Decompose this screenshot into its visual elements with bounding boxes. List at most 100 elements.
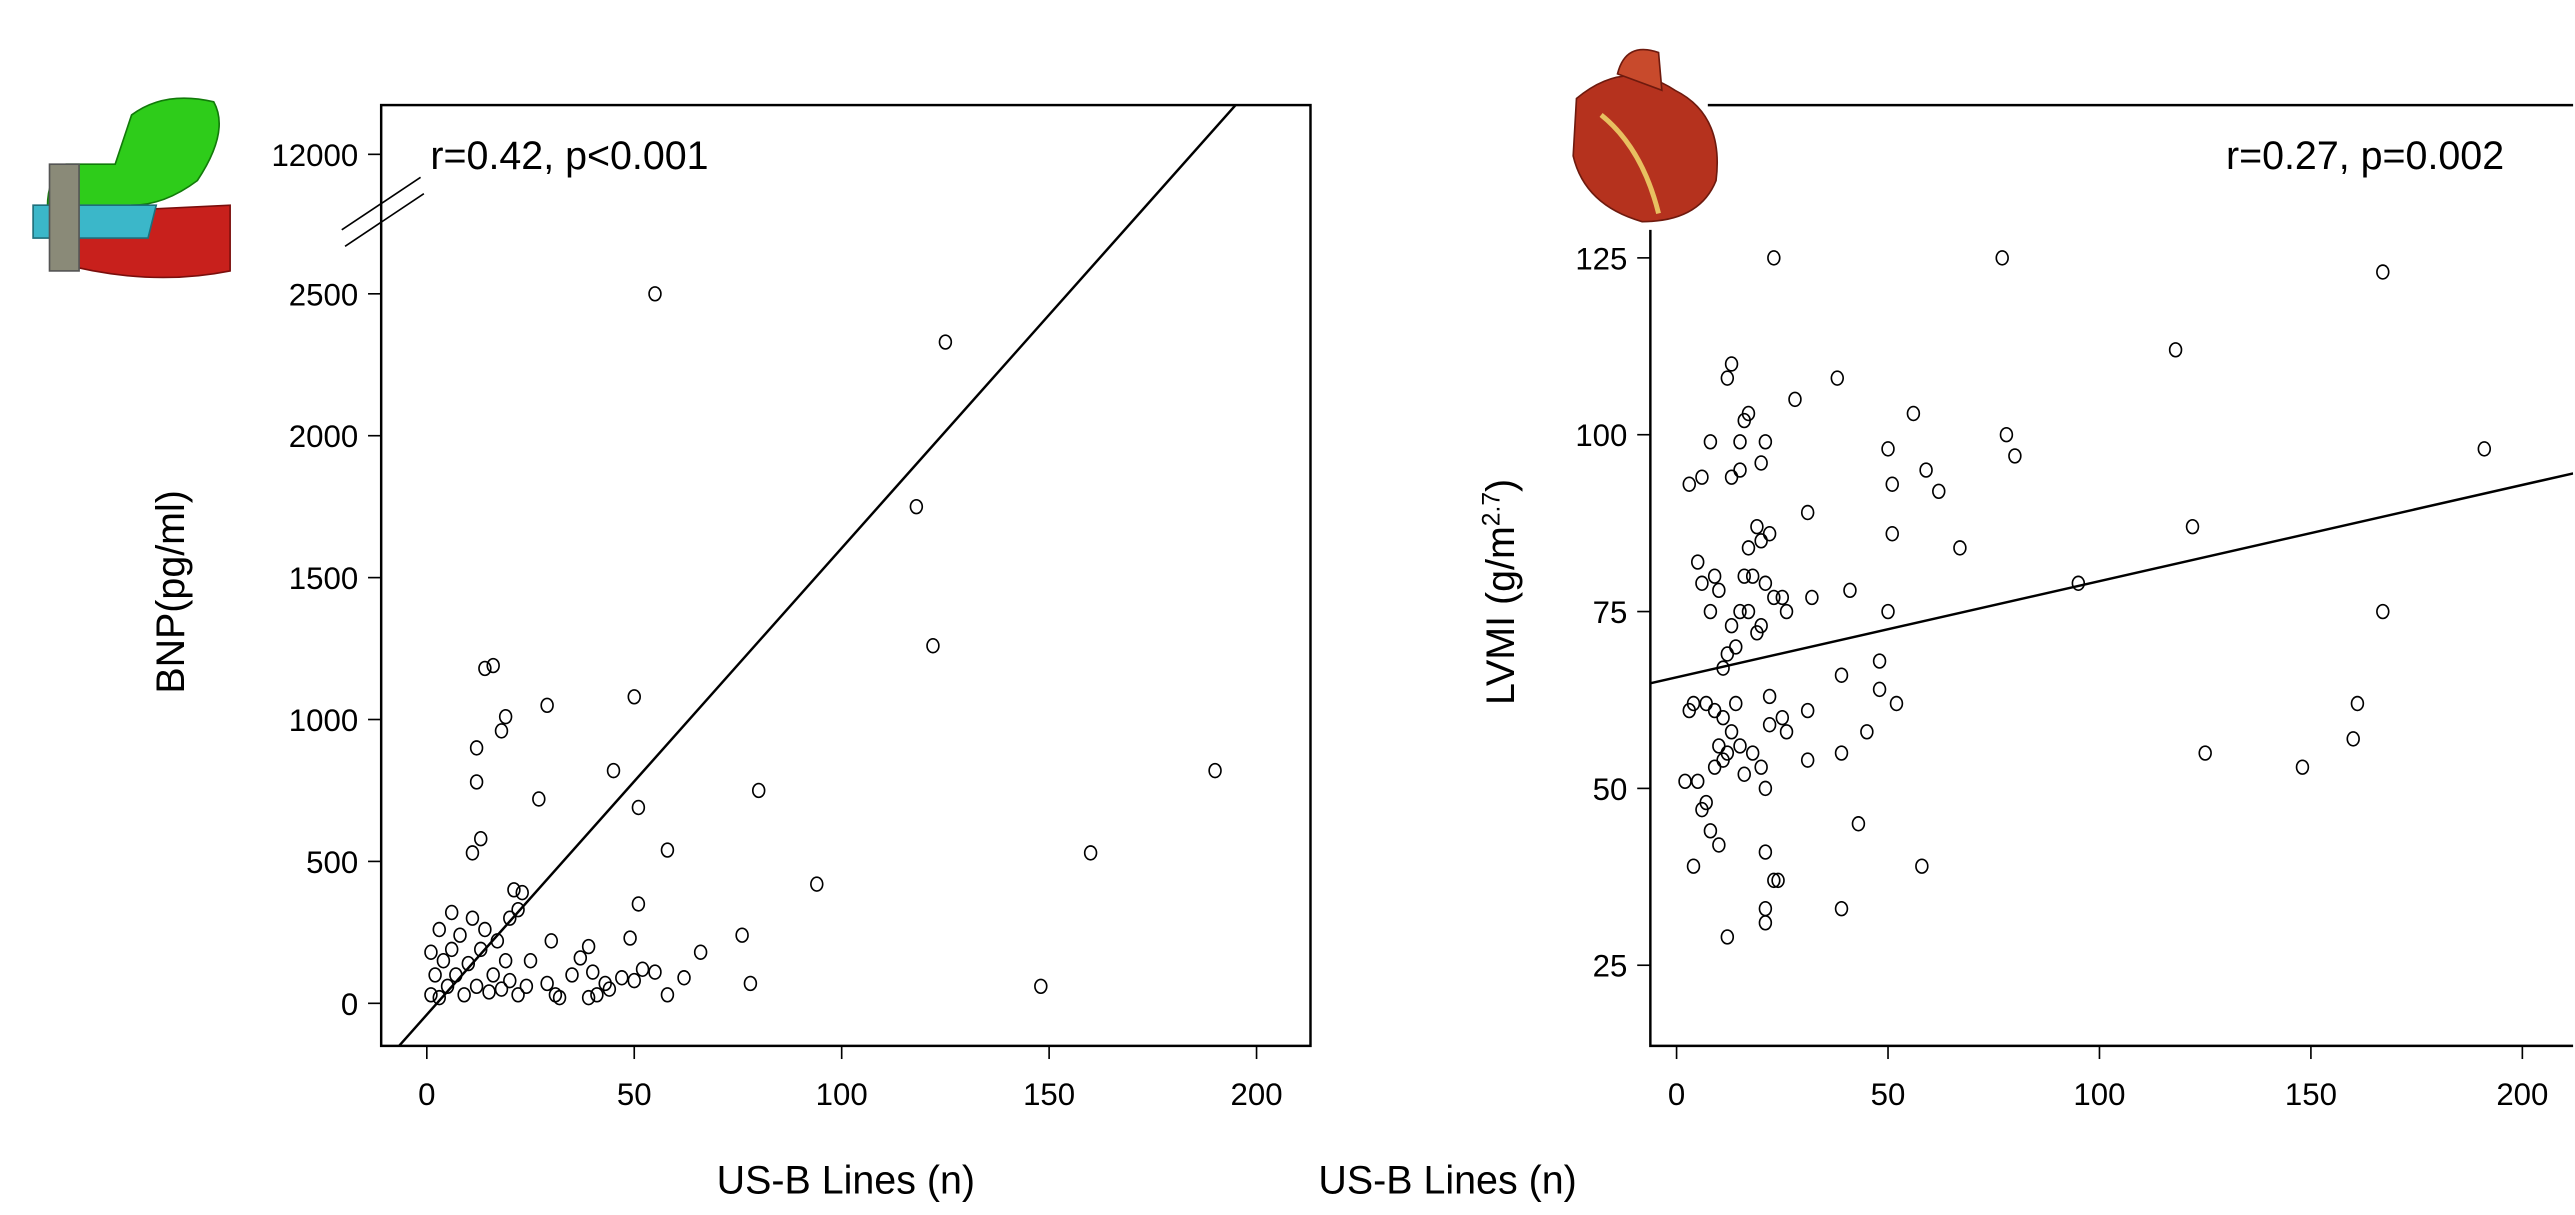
point	[1830, 370, 1845, 386]
point	[1775, 589, 1790, 606]
y-tick-label: 100	[1575, 418, 1627, 453]
point	[1737, 568, 1751, 584]
point	[1885, 476, 1899, 492]
point	[1771, 872, 1785, 889]
point	[565, 967, 579, 983]
point	[511, 987, 525, 1003]
point	[478, 921, 492, 938]
point	[1720, 745, 1735, 761]
point	[590, 987, 604, 1003]
x-tick-label: 0	[1668, 1077, 1685, 1112]
y-axis-label: LVMI (g/m2.7)	[1478, 479, 1523, 705]
point	[2295, 759, 2310, 775]
point	[1843, 582, 1857, 599]
point	[1729, 639, 1743, 655]
x-tick-label: 50	[1871, 1077, 1906, 1112]
point	[1834, 745, 1849, 761]
y-axis-label-end: )	[1479, 479, 1523, 492]
fit-line	[398, 105, 1237, 1046]
point	[573, 950, 588, 966]
x-tick-label: 100	[2073, 1077, 2125, 1112]
y-tick-label: 1000	[289, 703, 358, 738]
y-tick-label: 75	[1593, 595, 1628, 630]
point	[660, 987, 675, 1003]
point	[1932, 483, 1946, 500]
point	[490, 933, 505, 949]
point	[1707, 702, 1722, 719]
x-tick-label: 0	[418, 1077, 435, 1112]
annotation: r=0.27, p=0.002	[2226, 134, 2504, 178]
point	[1733, 603, 1747, 620]
y-tick-label: 25	[1593, 949, 1628, 984]
point	[424, 987, 438, 1003]
point	[602, 981, 617, 997]
point	[1762, 688, 1777, 705]
point	[1678, 773, 1692, 790]
point	[486, 967, 500, 983]
point	[1703, 434, 1718, 450]
point	[1754, 533, 1768, 549]
point	[444, 941, 459, 958]
point	[1703, 603, 1718, 620]
point	[552, 989, 567, 1006]
point	[1741, 405, 1756, 422]
point	[465, 910, 480, 926]
point	[498, 708, 513, 725]
point	[1754, 455, 1768, 471]
point	[1860, 724, 1874, 740]
point	[2376, 603, 2390, 620]
point	[482, 984, 496, 1000]
point	[1758, 575, 1773, 591]
lung-icon	[32, 97, 231, 279]
fit-line	[1650, 472, 2574, 685]
point	[2168, 342, 2183, 358]
point	[1754, 617, 1768, 634]
point	[532, 791, 546, 807]
x-tick-label: 150	[2285, 1077, 2337, 1112]
point	[735, 927, 749, 943]
point	[909, 498, 924, 515]
point	[627, 689, 641, 705]
point	[449, 967, 463, 983]
point	[1712, 837, 1726, 853]
point	[428, 967, 442, 983]
axis-break	[344, 193, 425, 247]
point	[1779, 724, 1794, 740]
point	[1034, 978, 1048, 995]
point	[1800, 702, 1815, 719]
point	[581, 989, 596, 1006]
point	[1919, 462, 1933, 478]
point	[503, 972, 517, 989]
x-axis-label: US-B Lines (n)	[1318, 1159, 1576, 1203]
point	[631, 799, 646, 816]
point	[938, 334, 953, 350]
point	[648, 286, 662, 302]
point	[751, 782, 766, 799]
point	[1750, 518, 1764, 535]
point	[1779, 603, 1794, 620]
point	[1800, 752, 1815, 768]
point	[926, 638, 940, 654]
point	[1995, 250, 2009, 266]
y-tick-label: 1500	[289, 561, 358, 596]
y-axis-label-text: BNP(pg/ml)	[149, 490, 193, 694]
point	[648, 964, 662, 980]
point	[1758, 900, 1773, 917]
point	[1881, 603, 1895, 620]
point	[1733, 434, 1747, 450]
point	[2350, 695, 2365, 712]
axis-break	[341, 176, 422, 231]
point	[2198, 745, 2212, 761]
x-tick-label: 50	[617, 1077, 652, 1112]
point	[1915, 858, 1929, 874]
y-tick-label: 2000	[289, 419, 358, 454]
point	[2008, 448, 2022, 464]
point	[515, 884, 529, 901]
point	[1208, 762, 1222, 779]
point	[474, 830, 488, 847]
y-tick-label: 500	[306, 845, 358, 880]
point	[1754, 759, 1768, 775]
point	[1724, 469, 1739, 485]
point	[544, 933, 559, 949]
